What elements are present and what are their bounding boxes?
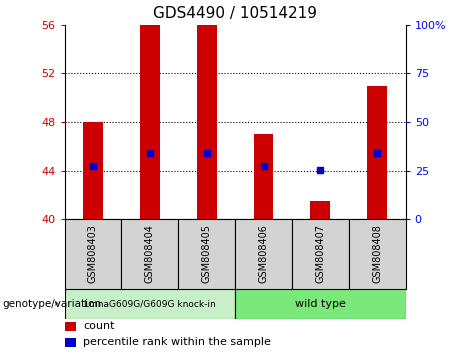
Text: GSM808406: GSM808406 [259,224,269,284]
Text: wild type: wild type [295,298,346,309]
Bar [235,219,292,289]
Text: GSM808407: GSM808407 [315,224,325,284]
Text: count: count [83,321,115,331]
Title: GDS4490 / 10514219: GDS4490 / 10514219 [153,6,317,21]
Bar [367,86,387,219]
Bar [65,322,77,331]
Bar [65,219,121,289]
Text: genotype/variation: genotype/variation [2,298,101,309]
Bar [197,25,217,219]
Bar [178,219,235,289]
Bar [292,219,349,289]
Bar [254,134,273,219]
Bar [140,25,160,219]
Bar [65,338,77,347]
Text: LmnaG609G/G609G knock-in: LmnaG609G/G609G knock-in [84,299,216,308]
Text: GSM808404: GSM808404 [145,224,155,284]
Bar [83,122,103,219]
Bar [235,289,406,319]
Bar [310,201,331,219]
Text: GSM808403: GSM808403 [88,224,98,284]
Bar [121,219,178,289]
FancyArrowPatch shape [47,301,59,306]
Text: GSM808405: GSM808405 [201,224,212,284]
Bar [349,219,406,289]
Text: GSM808408: GSM808408 [372,224,382,284]
Bar [65,289,235,319]
Text: percentile rank within the sample: percentile rank within the sample [83,337,271,347]
